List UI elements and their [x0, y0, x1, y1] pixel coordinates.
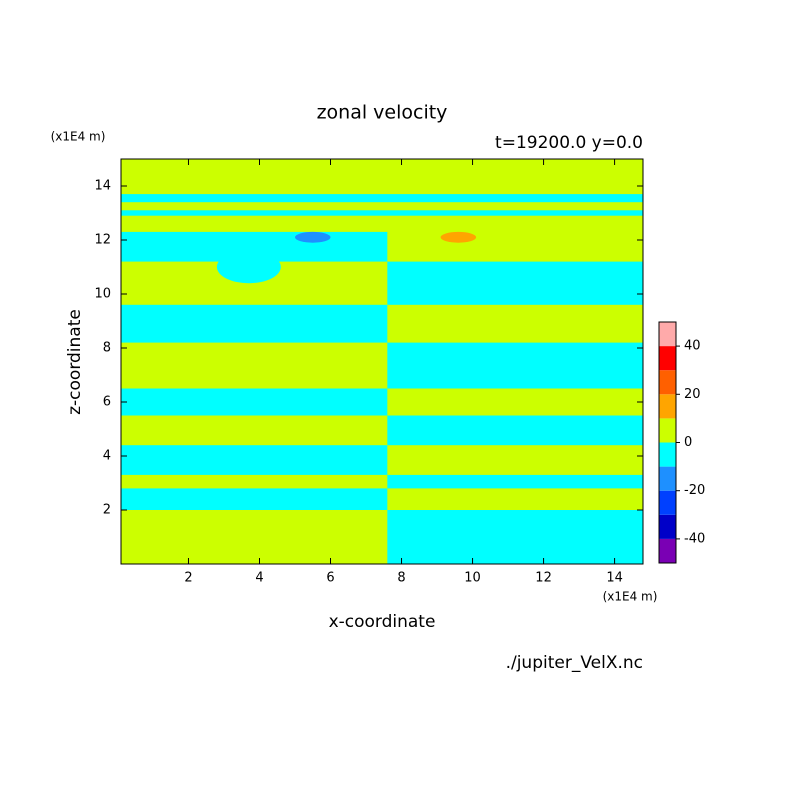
chart-subtitle: t=19200.0 y=0.0 — [495, 133, 643, 153]
x-axis-label: x-coordinate — [329, 612, 436, 632]
colorbar-tick-label: -40 — [684, 531, 705, 546]
contour-region — [121, 210, 643, 216]
plot-frame — [120, 158, 644, 565]
y-tick-label: 2 — [103, 503, 111, 518]
colorbar-tick-label: 40 — [684, 339, 701, 354]
colorbar-segment — [659, 442, 676, 467]
contour-region — [387, 342, 643, 389]
contour-region — [216, 250, 281, 284]
colorbar-segment — [659, 538, 676, 563]
colorbar-tick-label: 20 — [684, 387, 701, 402]
colorbar-segment — [659, 466, 676, 491]
colorbar-segment — [659, 322, 676, 347]
contour-region — [121, 194, 643, 203]
y-tick-label: 6 — [103, 395, 111, 410]
contour-region — [387, 510, 643, 564]
x-tick-label: 12 — [535, 571, 552, 586]
contour-region — [121, 445, 388, 475]
contour-region — [121, 388, 388, 416]
colorbar-tick-label: -20 — [684, 483, 705, 498]
colorbar-segment — [659, 490, 676, 515]
contour-region — [387, 415, 643, 446]
contour-region — [440, 231, 477, 243]
chart-title: zonal velocity — [317, 102, 448, 124]
colorbar-segment — [659, 418, 676, 443]
colorbar-segment — [659, 394, 676, 419]
y-axis-label: z-coordinate — [65, 309, 85, 415]
colorbar-segment — [659, 370, 676, 395]
y-tick-label: 8 — [103, 341, 111, 356]
y-unit: (x1E4 m) — [51, 130, 106, 144]
contour-region — [387, 261, 643, 305]
x-tick-label: 8 — [397, 571, 405, 586]
x-tick-label: 14 — [606, 571, 623, 586]
contour-region — [121, 488, 388, 510]
y-tick-label: 4 — [103, 449, 111, 464]
x-unit: (x1E4 m) — [603, 590, 658, 604]
y-tick-label: 14 — [94, 179, 111, 194]
contour-region — [295, 231, 331, 243]
source-file: ./jupiter_VelX.nc — [506, 653, 643, 673]
x-tick-label: 2 — [184, 571, 192, 586]
y-tick-label: 12 — [94, 233, 111, 248]
contour-region — [387, 474, 643, 489]
y-tick-label: 10 — [94, 287, 111, 302]
x-tick-label: 4 — [255, 571, 263, 586]
colorbar-tick-label: 0 — [684, 435, 692, 450]
colorbar-segment — [659, 514, 676, 539]
x-tick-label: 6 — [326, 571, 334, 586]
x-tick-label: 10 — [464, 571, 481, 586]
colorbar-segment — [659, 346, 676, 371]
contour-region — [121, 304, 388, 343]
